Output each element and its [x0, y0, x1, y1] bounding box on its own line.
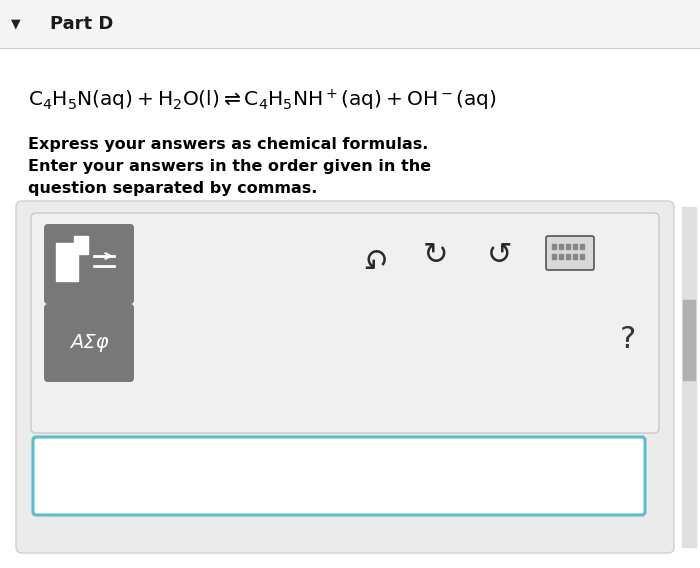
Text: Enter your answers in the order given in the: Enter your answers in the order given in…	[28, 160, 431, 174]
Text: Part D: Part D	[50, 15, 113, 33]
FancyBboxPatch shape	[44, 304, 134, 382]
FancyBboxPatch shape	[33, 437, 645, 515]
FancyBboxPatch shape	[546, 236, 594, 270]
Bar	[56, 243, 78, 281]
FancyBboxPatch shape	[31, 213, 659, 433]
Text: ↻: ↻	[422, 240, 448, 269]
Text: Express your answers as chemical formulas.: Express your answers as chemical formula…	[28, 137, 428, 152]
Bar	[573, 254, 577, 259]
Text: ▼: ▼	[11, 18, 21, 31]
Text: ↺: ↺	[487, 240, 512, 269]
Bar	[552, 254, 556, 259]
Bar	[566, 244, 570, 249]
Text: ΑΣφ: ΑΣφ	[70, 333, 108, 353]
Bar	[683, 300, 695, 380]
Text: $\mathrm{C_4H_5N(aq) + H_2O(l) \rightleftharpoons C_4H_5NH^+(aq) + OH^-(aq)}$: $\mathrm{C_4H_5N(aq) + H_2O(l) \rightlef…	[28, 87, 496, 112]
Bar	[682, 207, 696, 547]
Text: question separated by commas.: question separated by commas.	[28, 182, 317, 197]
Text: ?: ?	[620, 325, 636, 354]
Bar	[580, 254, 584, 259]
Bar	[0, 0, 700, 48]
Bar	[552, 244, 556, 249]
Text: ↺: ↺	[357, 240, 383, 269]
Bar	[559, 254, 563, 259]
FancyBboxPatch shape	[16, 201, 674, 553]
Bar	[573, 244, 577, 249]
Bar	[566, 254, 570, 259]
Bar	[559, 244, 563, 249]
Bar	[74, 236, 88, 254]
FancyBboxPatch shape	[44, 224, 134, 304]
Bar	[580, 244, 584, 249]
